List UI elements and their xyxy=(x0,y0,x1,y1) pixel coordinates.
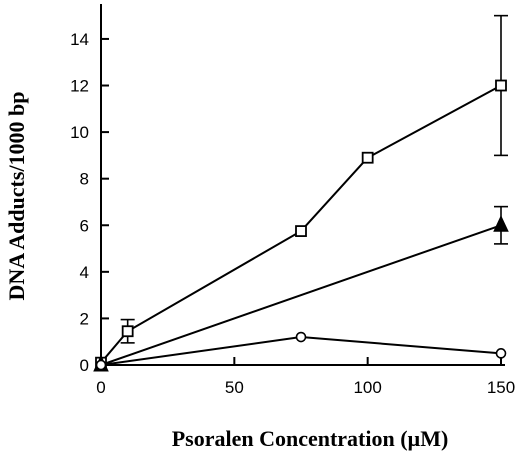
y-tick-label: 2 xyxy=(80,309,89,328)
x-tick-label: 50 xyxy=(225,378,244,397)
y-tick-label: 0 xyxy=(80,356,89,375)
series-line xyxy=(100,84,502,364)
y-tick-label: 12 xyxy=(70,77,89,96)
y-tick-label: 8 xyxy=(80,170,89,189)
y-tick-label: 6 xyxy=(80,216,89,235)
data-point-square xyxy=(295,225,307,237)
series-square-open xyxy=(95,14,508,369)
series-layer xyxy=(93,14,509,372)
x-axis-label: Psoralen Concentration (µM) xyxy=(172,426,449,451)
x-tick-label: 150 xyxy=(487,378,515,397)
data-point-circle xyxy=(295,331,307,343)
y-tick-label: 14 xyxy=(70,30,89,49)
series-line xyxy=(100,224,502,366)
data-point-circle xyxy=(95,359,107,371)
y-tick-label: 4 xyxy=(80,263,89,282)
data-point-triangle xyxy=(493,215,509,232)
axes: 0 2 4 6 8 10 12 14 0 50 100 150 xyxy=(70,4,515,397)
data-point-circle xyxy=(495,348,507,359)
x-tick-label: 100 xyxy=(353,378,381,397)
y-axis-label: DNA Adducts/1000 bp xyxy=(4,91,29,300)
data-point-square xyxy=(361,151,374,164)
data-point-square xyxy=(495,79,507,92)
x-tick-label: 0 xyxy=(96,378,105,397)
y-tick-label: 10 xyxy=(70,123,89,142)
series-circle-open xyxy=(95,331,507,371)
data-point-square xyxy=(121,325,134,338)
